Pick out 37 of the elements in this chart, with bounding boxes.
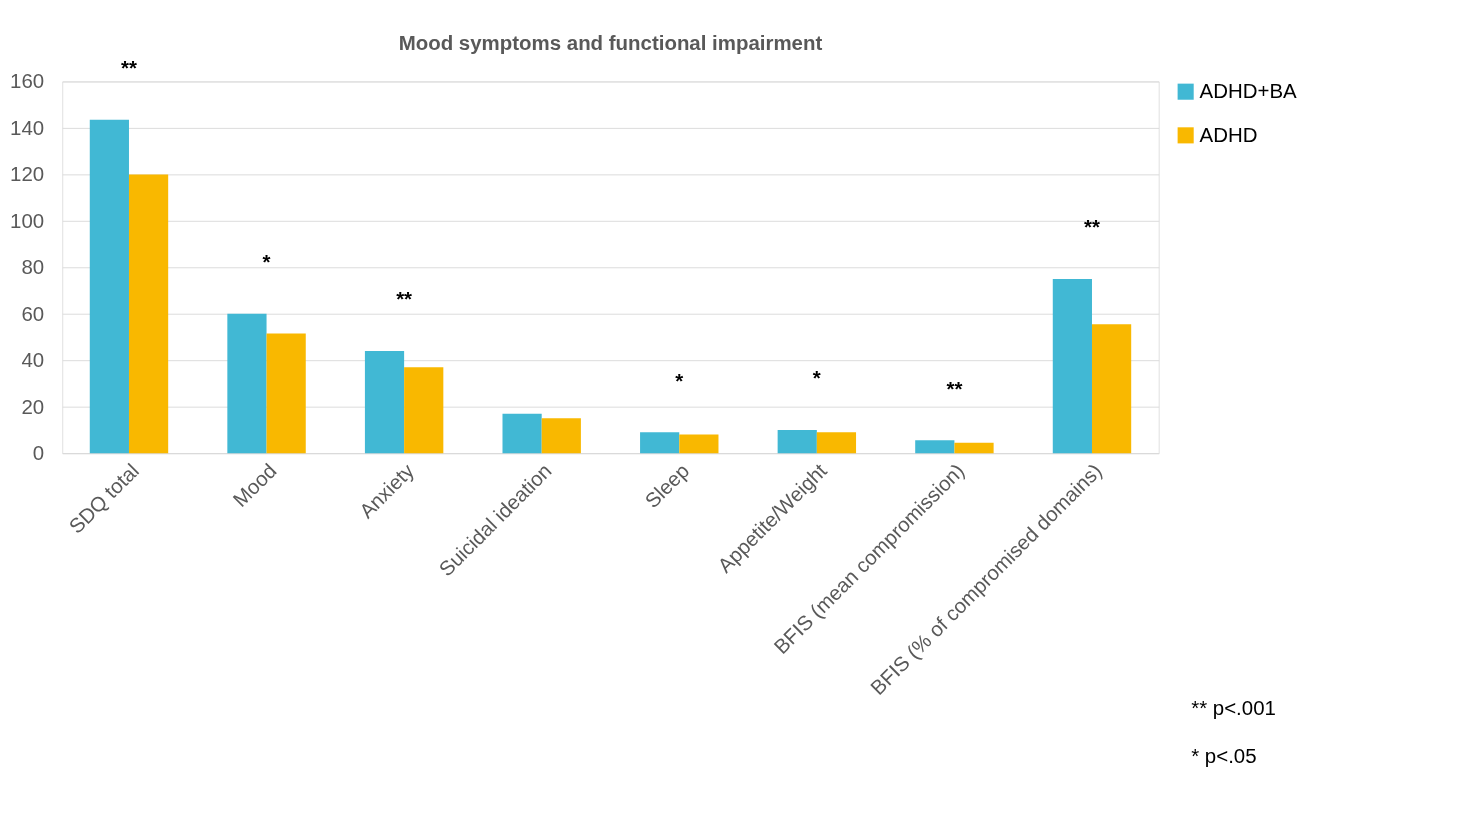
chart-title: Mood symptoms and functional impairment [398,31,823,55]
bar [954,442,994,454]
y-tick-label: 40 [21,348,45,372]
y-tick-label: 60 [21,301,45,325]
bar [679,434,719,454]
bar [777,429,817,454]
y-tick-label: 100 [10,208,45,232]
annotation: ** [946,376,963,400]
legend-label: ADHD+BA [1199,79,1298,103]
text: ** p<.001 [1191,696,1276,720]
bar [404,367,444,454]
bar [89,119,129,454]
y-tick-label: 120 [10,162,45,186]
text: * p<.05 [1191,744,1257,768]
bar [915,440,955,454]
bar [266,333,306,454]
annotation: ** [396,287,413,311]
bar [1052,278,1092,454]
y-tick-label: 80 [21,255,45,279]
y-tick-label: 160 [10,69,45,93]
annotation: ** [1084,215,1100,239]
bar [502,413,542,454]
y-tick-label: 140 [10,115,45,139]
annotation: * [262,250,271,274]
y-tick-label: 0 [32,441,45,465]
text: ** [121,56,137,80]
y-tick-label: 20 [21,394,45,418]
bar [816,432,857,454]
annotation: * [812,366,821,390]
bar [1091,324,1132,454]
bar [541,418,581,454]
bar [227,313,267,454]
bar [364,350,405,454]
bar [640,432,680,454]
annotation: * [675,368,684,392]
bar [128,174,169,454]
legend-label: ADHD [1199,122,1258,146]
